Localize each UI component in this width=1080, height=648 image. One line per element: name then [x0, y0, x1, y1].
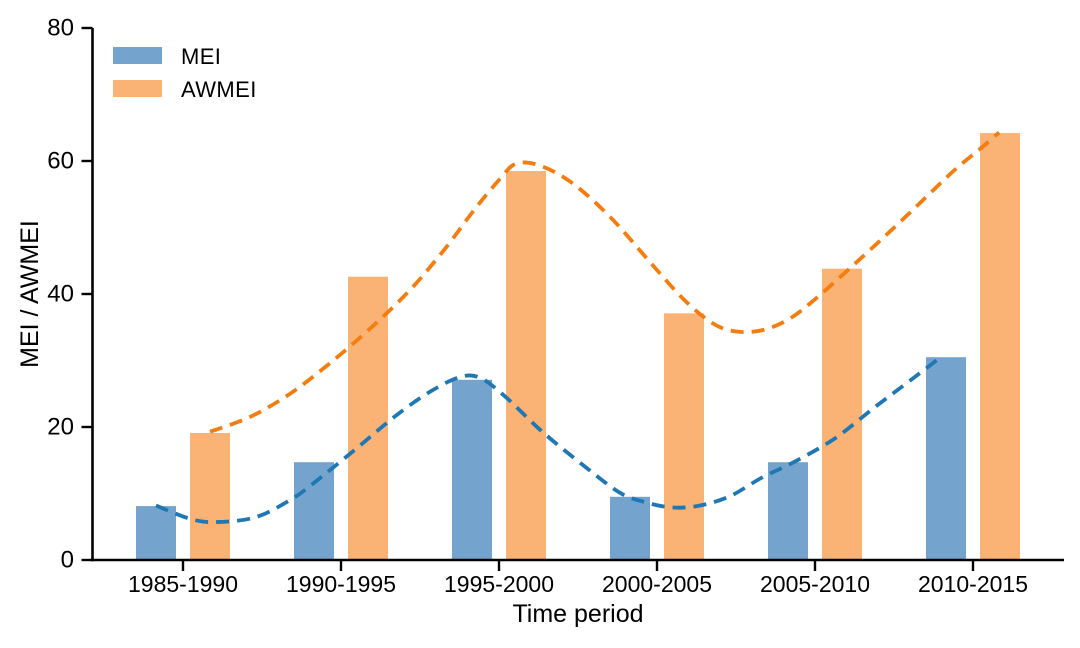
y-tick-label: 0 [61, 547, 74, 574]
legend-label-awmei: AWMEI [181, 77, 257, 102]
y-tick-label: 80 [47, 15, 74, 42]
x-tick-label: 1990-1995 [286, 571, 396, 597]
x-tick-label: 2000-2005 [602, 571, 712, 597]
bar-awmei-0 [190, 433, 230, 559]
y-axis-title: MEI / AWMEI [16, 220, 44, 368]
x-tick-label: 1995-2000 [444, 571, 554, 597]
trend-line-awmei [209, 130, 1001, 434]
x-tick-label: 2005-2010 [760, 571, 870, 597]
bar-mei-4 [768, 462, 808, 559]
y-tick-label: 40 [47, 281, 74, 308]
trend-line-mei [155, 356, 942, 525]
bar-awmei-3 [664, 313, 704, 559]
y-tick-label: 20 [47, 414, 74, 441]
bar-awmei-4 [822, 268, 862, 559]
legend-label-mei: MEI [181, 44, 221, 69]
legend-swatch-mei [113, 47, 162, 64]
x-tick-label: 2010-2015 [918, 571, 1028, 597]
x-tick-label: 1985-1990 [128, 571, 238, 597]
bar-mei-0 [136, 506, 176, 559]
x-axis-title: Time period [512, 600, 643, 628]
legend-swatch-awmei [113, 80, 162, 97]
bar-awmei-5 [980, 133, 1020, 559]
y-tick-label: 60 [47, 148, 74, 175]
bar-awmei-1 [348, 276, 388, 559]
bar-awmei-2 [506, 171, 546, 559]
bar-mei-1 [294, 462, 334, 559]
bar-mei-2 [452, 379, 492, 559]
bar-mei-3 [610, 496, 650, 559]
bar-mei-5 [926, 357, 966, 559]
